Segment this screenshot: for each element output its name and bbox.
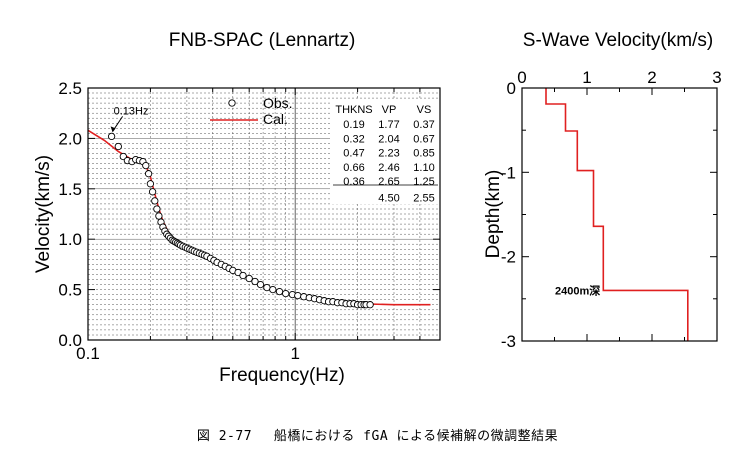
- left-plot-frame: [87, 87, 441, 341]
- legend-obs-label: Obs.: [263, 95, 293, 111]
- x-tick-label: 2: [647, 68, 656, 87]
- x-tick-label: 1: [290, 344, 299, 363]
- obs-point: [366, 301, 374, 309]
- y-tick-label: 0.0: [58, 331, 82, 350]
- table-cell: 4.50: [378, 193, 399, 205]
- obs-point: [239, 271, 247, 280]
- table-header: THKNS: [335, 104, 372, 116]
- obs-point: [155, 212, 163, 220]
- y-tick-label: 1.5: [58, 180, 82, 199]
- table-cell: 0.32: [343, 133, 364, 145]
- table-cell: 2.65: [378, 176, 399, 188]
- y-tick-label: 2.5: [58, 79, 82, 98]
- obs-point: [107, 132, 116, 141]
- obs-point: [263, 283, 271, 292]
- parameter-table: THKNS VP VS 0.19 1.77 0.37 0.32 2.04 0.67 0.47 2.2…: [333, 104, 438, 205]
- depth-annotation: 2400m深: [555, 283, 600, 297]
- right-y-axis-label: Depth(km): [483, 170, 504, 259]
- obs-point: [153, 205, 161, 213]
- obs-point: [294, 291, 302, 300]
- table-cell: 1.77: [378, 119, 399, 131]
- velocity-profile: [545, 88, 689, 341]
- obs-point: [144, 170, 153, 178]
- y-tick-label: 0.5: [58, 281, 82, 300]
- x-tick-label: 1: [582, 68, 591, 87]
- table-cell: 0.85: [413, 148, 434, 160]
- table-background: [330, 100, 440, 204]
- y-tick-label: -2: [501, 248, 516, 267]
- y-tick-label: 1.0: [58, 230, 82, 249]
- obs-point: [142, 161, 150, 170]
- y-tick-label: -3: [501, 332, 516, 351]
- obs-point: [114, 142, 122, 151]
- y-tick-label: -1: [501, 163, 516, 182]
- table-cell: 2.23: [378, 148, 399, 160]
- table-cell: 0.66: [343, 162, 364, 174]
- vs-step-line: [545, 88, 689, 341]
- right-plot-frame: [521, 87, 718, 342]
- obs-point: [146, 180, 155, 188]
- obs-point: [245, 274, 253, 283]
- obs-point: [148, 188, 157, 196]
- parameter-table-background: [330, 100, 440, 204]
- table-cell: 0.19: [343, 119, 364, 131]
- depth-annotation-label: 2400m深: [555, 283, 600, 297]
- y-tick-label: 0: [507, 79, 516, 98]
- right-tick-labels: 0 1 2 3 0 -1 -2 -3: [501, 68, 722, 351]
- left-y-axis-label: Velocity(km/s): [33, 155, 54, 273]
- observed-points: [107, 132, 374, 309]
- x-tick-label: 0.1: [76, 344, 100, 363]
- obs-point: [269, 285, 277, 294]
- table-cell: 0.37: [413, 119, 434, 131]
- table-cell: 0.67: [413, 133, 434, 145]
- left-chart-title: FNB-SPAC (Lennartz): [169, 30, 356, 51]
- obs-point: [151, 197, 159, 205]
- obs-point: [282, 289, 290, 298]
- obs-point: [251, 277, 259, 286]
- obs-point: [275, 287, 284, 296]
- table-cell: 2.04: [378, 133, 399, 145]
- legend-cal-label: Cal.: [263, 111, 288, 127]
- table-header: VS: [417, 104, 432, 116]
- table-cell: 1.25: [413, 176, 434, 188]
- table-cell: 2.46: [378, 162, 399, 174]
- obs-point: [256, 280, 265, 289]
- legend: Obs.Cal.: [210, 95, 293, 127]
- left-tick-labels: 0.0 0.5 1.0 1.5 2.0 2.5 0.1 1: [58, 79, 300, 363]
- left-x-axis-label: Frequency(Hz): [219, 365, 345, 386]
- x-tick-label: 3: [712, 68, 721, 87]
- legend-obs-marker: [228, 99, 236, 107]
- annotation-label: 0.13Hz: [114, 105, 149, 117]
- table-cell: 0.47: [343, 148, 364, 160]
- frequency-annotation: 0.13Hz: [110, 105, 149, 133]
- table-cell: 2.55: [413, 193, 434, 205]
- y-tick-label: 2.0: [58, 129, 82, 148]
- table-header: VP: [382, 104, 397, 116]
- right-chart-title: S-Wave Velocity(km/s): [523, 30, 713, 51]
- table-cell: 1.10: [413, 162, 434, 174]
- table-cell: 0.36: [343, 176, 364, 188]
- annotation-arrowhead: [110, 126, 116, 133]
- figure-caption: 図 2-77 船橋における fGA による候補解の微調整結果: [196, 429, 559, 444]
- left-grid: [88, 88, 440, 340]
- x-tick-label: 0: [517, 68, 526, 87]
